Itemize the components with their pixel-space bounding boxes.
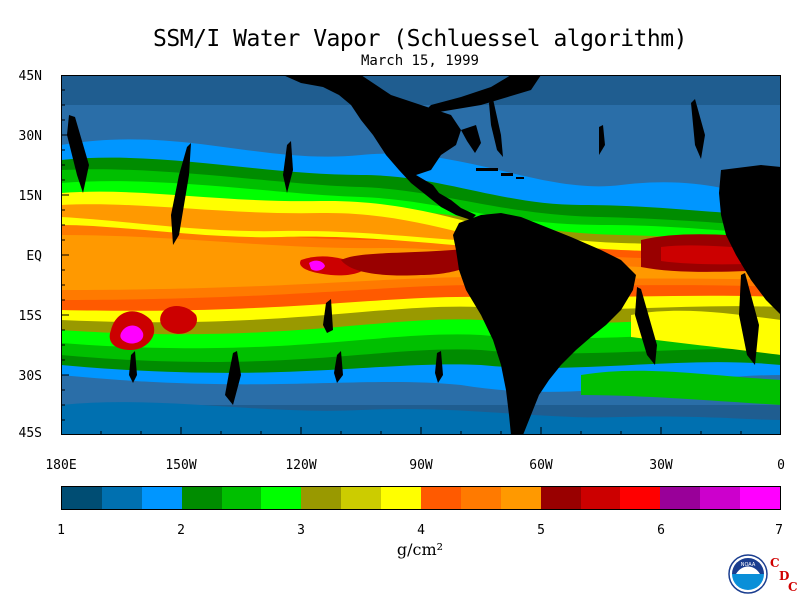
lat-label-45s: 45S [18,426,42,441]
lon-label-120w: 120W [285,458,317,473]
lat-label-30n: 30N [18,129,42,144]
colorbar-swatch [700,487,741,509]
lat-label-30s: 30S [18,369,42,384]
colorbar-tick-4: 4 [417,523,425,538]
colorbar-tick-3: 3 [297,523,305,538]
lon-label-90w: 90W [409,458,433,473]
svg-text:NOAA: NOAA [741,562,756,568]
colorbar-units: g/cm² [396,540,444,559]
colorbar-tick-7: 7 [775,523,783,538]
lon-label-30w: 30W [649,458,673,473]
lon-label-150w: 150W [165,458,197,473]
cdc-letter-d: D [779,569,790,583]
cdc-letter-c1: C [770,556,780,570]
colorbar-tick-2: 2 [177,523,185,538]
noaa-logo-icon: NOAA [728,554,768,594]
colorbar-tick-6: 6 [657,523,665,538]
colorbar-swatch [341,487,382,509]
colorbar-tick-1: 1 [57,523,65,538]
colorbar-tick-5: 5 [537,523,545,538]
chart-title: SSM/I Water Vapor (Schluessel algorithm) [153,26,687,52]
colorbar-swatch [500,487,541,509]
lat-label-15n: 15N [18,189,42,204]
lat-label-15s: 15S [18,309,42,324]
colorbar-swatch [421,487,461,509]
colorbar [61,486,781,510]
colorbar-swatch [740,487,781,509]
map-svg [61,75,781,435]
colorbar-swatch [620,487,661,509]
colorbar-swatch [460,487,501,509]
lon-label-60w: 60W [529,458,553,473]
lon-label-180e: 180E [45,458,77,473]
colorbar-swatch [141,487,182,509]
colorbar-swatch [62,487,102,509]
colorbar-swatch [221,487,262,509]
colorbar-swatch [101,487,142,509]
colorbar-swatch [301,487,342,509]
lat-label-eq: EQ [26,249,42,264]
water-vapor-map [61,75,781,435]
colorbar-swatch [181,487,222,509]
lat-label-45n: 45N [18,69,42,84]
colorbar-swatch [660,487,701,509]
colorbar-swatch [540,487,581,509]
colorbar-swatch [381,487,422,509]
colorbar-swatch [580,487,621,509]
cdc-letter-c2: C [788,580,798,594]
lon-label-0: 0 [777,458,785,473]
colorbar-swatch [261,487,302,509]
chart-subtitle: March 15, 1999 [360,53,479,69]
